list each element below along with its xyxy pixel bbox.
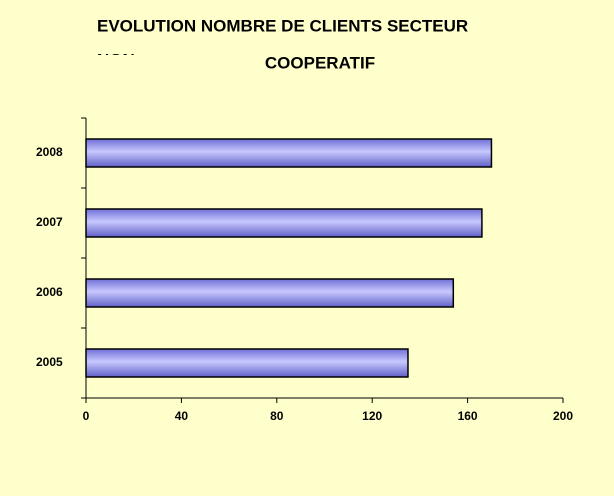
y-tick-label: 2005 (36, 355, 63, 369)
y-tick-label: 2006 (36, 285, 63, 299)
bar (85, 208, 483, 238)
chart-title: NON (97, 50, 135, 69)
y-tick-label: 2007 (36, 215, 63, 229)
x-tick-label: 160 (458, 409, 478, 423)
bar (85, 348, 409, 378)
x-tick-label: 0 (83, 409, 90, 423)
bar (85, 278, 455, 308)
y-tick-label: 2008 (36, 145, 63, 159)
chart-title: COOPERATIF (265, 53, 375, 72)
x-tick-label: 40 (175, 409, 189, 423)
x-tick-label: 80 (270, 409, 284, 423)
x-tick-label: 200 (553, 409, 573, 423)
x-tick-label: 120 (362, 409, 382, 423)
chart-title: EVOLUTION NOMBRE DE CLIENTS SECTEUR (97, 16, 468, 35)
bar (85, 138, 493, 168)
